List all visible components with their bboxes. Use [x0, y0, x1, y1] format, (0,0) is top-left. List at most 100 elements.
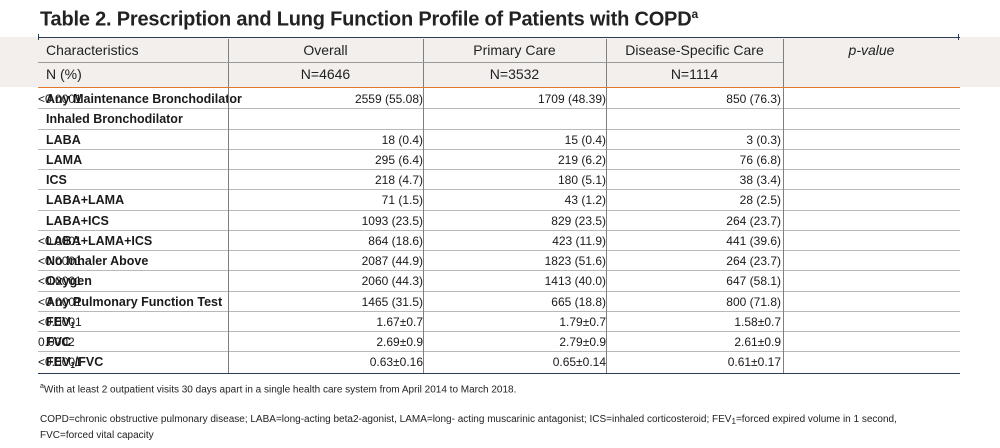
cell-p-value: <0.0001 — [38, 92, 82, 106]
header-divider — [423, 39, 424, 87]
cell-overall: 1465 (31.5) — [361, 294, 423, 309]
table-bottom-rule — [38, 373, 960, 374]
cell-overall: 0.63±0.16 — [369, 355, 423, 370]
cell-disease-specific-care: 264 (23.7) — [726, 254, 781, 268]
header-bottom-rule — [38, 87, 960, 88]
row-divider — [38, 148, 960, 150]
table-row: LABA 18 (0.4) 15 (0.4) 3 (0.3) — [38, 130, 960, 151]
cell-primary-care: 2.79±0.9 — [559, 335, 606, 349]
table-row: Inhaled Bronchodilator — [38, 109, 960, 130]
header-disease-specific-care: Disease-Specific Care — [625, 42, 764, 58]
table-row: FEV1/FVC 0.63±0.16 0.65±0.14 0.61±0.17 <0.00… — [38, 352, 960, 373]
cell-overall: 2559 (55.08) — [354, 92, 423, 106]
cell-overall: 2.69±0.9 — [376, 335, 423, 349]
cell-p-value: 0.0002 — [38, 335, 75, 349]
header-primary-care: Primary Care — [473, 42, 556, 58]
table-row: FVC 2.69±0.9 2.79±0.9 2.61±0.9 0.0002 — [38, 332, 960, 353]
cell-primary-care: 43 (1.2) — [564, 193, 606, 208]
row-label: LABA — [46, 132, 81, 147]
table-row: Any Pulmonary Function Test 1465 (31.5) 66… — [38, 292, 960, 313]
row-label: LABA+ICS — [46, 213, 109, 228]
cell-disease-specific-care: 850 (76.3) — [726, 92, 781, 106]
column-divider — [228, 88, 229, 373]
row-label: FEV1/FVC — [46, 355, 104, 371]
cell-p-value: <0.0001 — [38, 274, 82, 289]
cell-overall: 295 (6.4) — [374, 152, 423, 167]
header-divider — [228, 39, 229, 87]
row-label: LABA+LAMA — [46, 193, 125, 208]
header-divider — [606, 39, 607, 87]
row-label: Any Pulmonary Function Test — [46, 294, 223, 309]
cell-disease-specific-care: 28 (2.5) — [739, 193, 781, 208]
table-top-rule — [38, 37, 960, 38]
row-label: LAMA — [46, 152, 83, 167]
table-row: ICS 218 (4.7) 180 (5.1) 38 (3.4) — [38, 170, 960, 191]
cell-primary-care: 219 (6.2) — [557, 152, 606, 167]
row-divider — [38, 351, 960, 353]
row-divider — [38, 290, 960, 292]
cell-p-value: <0.0001 — [38, 294, 82, 309]
cell-disease-specific-care: 441 (39.6) — [726, 233, 781, 248]
column-divider — [783, 88, 784, 373]
row-label: Any Maintenance Bronchodilator — [46, 92, 242, 106]
footnote-a-marker: a — [40, 383, 44, 390]
header-primary-care-n: N=3532 — [489, 66, 540, 82]
cell-overall: 2060 (44.3) — [361, 274, 423, 289]
column-divider — [606, 88, 607, 373]
row-divider — [38, 189, 960, 191]
table-row: LABA+LAMA 71 (1.5) 43 (1.2) 28 (2.5) — [38, 190, 960, 211]
row-divider — [38, 108, 960, 110]
header-divider — [783, 39, 784, 87]
table-row: LAMA 295 (6.4) 219 (6.2) 76 (6.8) — [38, 150, 960, 171]
cell-disease-specific-care: 2.61±0.9 — [734, 335, 781, 349]
table-row: LABA+ICS 1093 (23.5) 829 (23.5) 264 (23.7) — [38, 211, 960, 232]
row-label: FVC — [46, 335, 71, 349]
cell-disease-specific-care: 1.58±0.7 — [734, 314, 781, 329]
header-characteristics: Characteristics — [46, 42, 139, 58]
header-overall: Overall — [303, 42, 348, 58]
top-rule-left-tick — [38, 34, 39, 40]
cell-overall: 18 (0.4) — [381, 132, 423, 147]
abbreviations-note: COPD=chronic obstructive pulmonary disea… — [40, 414, 897, 441]
cell-primary-care: 1.79±0.7 — [559, 314, 606, 329]
cell-disease-specific-care: 76 (6.8) — [739, 152, 781, 167]
cell-overall: 71 (1.5) — [381, 193, 423, 208]
row-divider — [38, 229, 960, 231]
row-divider — [38, 331, 960, 332]
row-label: Inhaled Bronchodilator — [46, 112, 183, 127]
cell-p-value: <0.0001 — [38, 314, 82, 329]
header-disease-specific-care-n: N=1114 — [670, 66, 719, 82]
table-row: LABA+LAMA+ICS 864 (18.6) 423 (11.9) 441 (39… — [38, 231, 960, 252]
table-row: No Inhaler Above 2087 (44.9) 1823 (51.6) 26… — [38, 251, 960, 272]
cell-overall: 2087 (44.9) — [361, 254, 423, 268]
cell-p-value: <0.0001 — [38, 233, 82, 248]
table-row: FEV1 1.67±0.7 1.79±0.7 1.58±0.7 <0.0001 — [38, 312, 960, 333]
row-divider — [38, 169, 960, 170]
cell-disease-specific-care: 264 (23.7) — [726, 213, 781, 228]
row-label: FEV1 — [46, 314, 75, 330]
row-label: LABA+LAMA+ICS — [46, 233, 153, 248]
cell-primary-care: 180 (5.1) — [557, 173, 606, 187]
cell-primary-care: 1823 (51.6) — [544, 254, 606, 268]
cell-overall: 218 (4.7) — [374, 173, 423, 187]
cell-primary-care: 829 (23.5) — [551, 213, 606, 228]
row-label: ICS — [46, 173, 67, 187]
cell-primary-care: 1709 (48.39) — [537, 92, 606, 106]
cell-overall: 1093 (23.5) — [361, 213, 423, 228]
column-divider — [423, 88, 424, 373]
top-rule-right-tick — [958, 34, 959, 40]
cell-disease-specific-care: 800 (71.8) — [726, 294, 781, 309]
table-row: Any Maintenance Bronchodilator 2559 (55.0… — [38, 89, 960, 110]
cell-disease-specific-care: 3 (0.3) — [746, 132, 781, 147]
row-divider — [38, 310, 960, 312]
cell-p-value: <0.0001 — [38, 355, 82, 370]
cell-p-value: <0.0001 — [38, 254, 82, 268]
cell-disease-specific-care: 0.61±0.17 — [727, 355, 781, 370]
header-overall-n: N=4646 — [300, 66, 351, 82]
cell-disease-specific-care: 38 (3.4) — [739, 173, 781, 187]
cell-disease-specific-care: 647 (58.1) — [726, 274, 781, 289]
row-divider — [38, 209, 960, 211]
footnote-a: aWith at least 2 outpatient visits 30 da… — [40, 383, 517, 396]
cell-overall: 1.67±0.7 — [376, 314, 423, 329]
row-divider — [38, 270, 960, 272]
